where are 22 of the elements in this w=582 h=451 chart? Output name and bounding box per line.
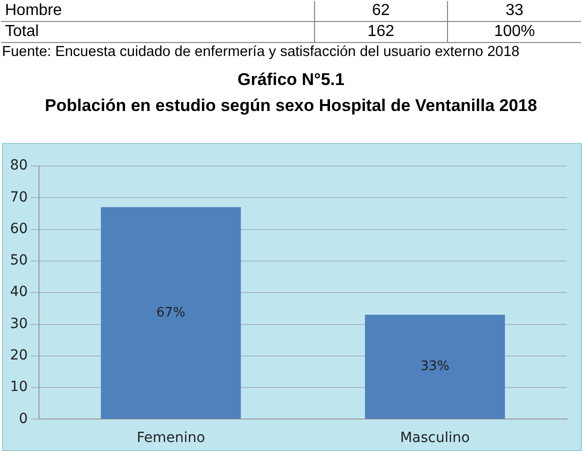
text: 100%: [448, 22, 581, 42]
y-tick-label: 50: [10, 252, 28, 269]
y-tick-label: 10: [10, 379, 28, 396]
data-label: 67%: [156, 305, 186, 320]
data-label: 33%: [420, 359, 450, 374]
text: Hombre: [1, 1, 314, 22]
source-note: Fuente: Encuesta cuidado de enfermería y satisfacción del usuario externo 2018: [2, 44, 520, 60]
x-tick-label: Femenino: [136, 430, 206, 446]
y-tick-label: 30: [10, 316, 28, 332]
y-tick-label: 40: [10, 284, 28, 300]
text: 162: [314, 22, 448, 42]
text: 62: [314, 1, 448, 22]
y-tick-label: 60: [10, 220, 28, 237]
text: Total: [1, 22, 314, 42]
y-tick-label: 70: [10, 189, 28, 206]
chart-title: Gráfico N°5.1: [236, 70, 346, 90]
y-tick-label: 0: [18, 410, 28, 427]
y-tick-label: 80: [10, 158, 28, 174]
x-tick-label: Masculino: [400, 430, 470, 446]
chart-subtitle: Población en estudio según sexo Hospital de Ventanilla 2018: [44, 96, 538, 116]
y-tick-label: 20: [10, 348, 28, 364]
text: 33: [448, 1, 581, 22]
